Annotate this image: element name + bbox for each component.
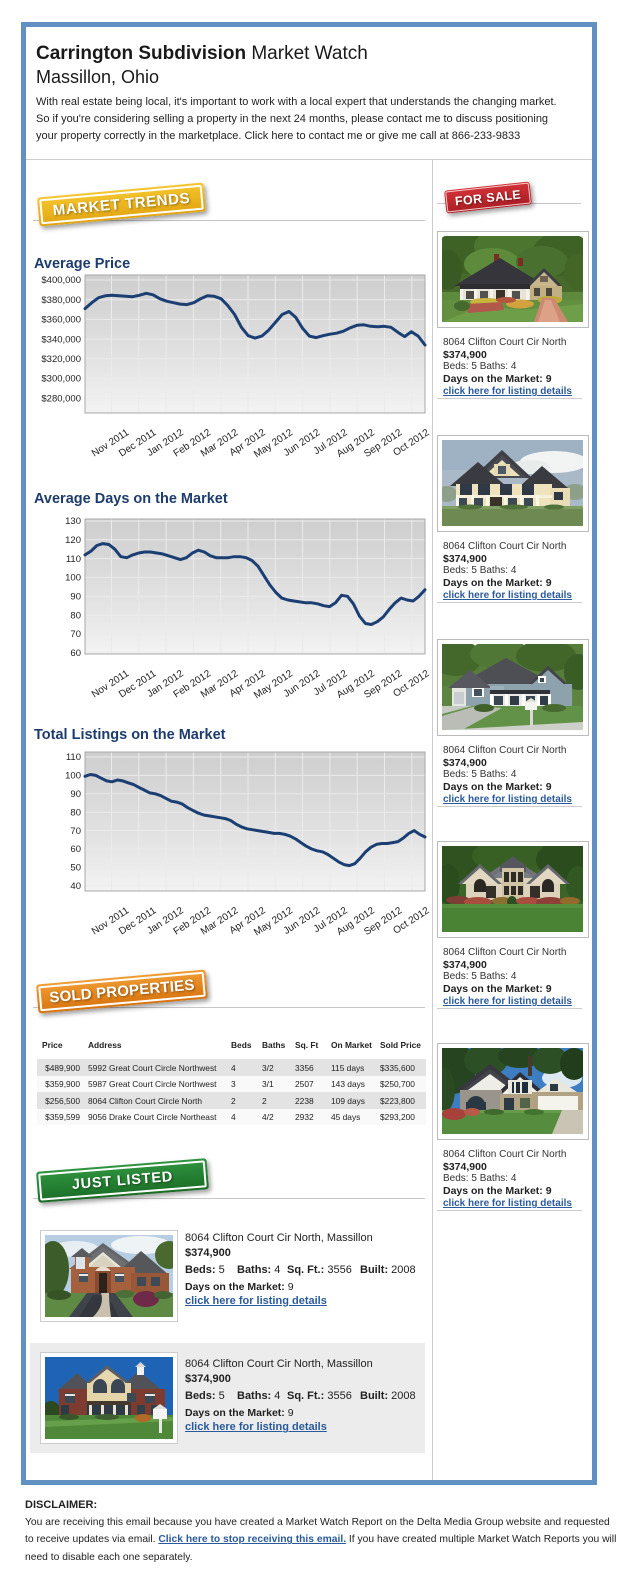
svg-text:60: 60 xyxy=(70,648,81,659)
svg-text:40: 40 xyxy=(70,881,81,892)
svg-text:110: 110 xyxy=(66,554,81,565)
svg-text:100: 100 xyxy=(65,771,81,782)
svg-text:$320,000: $320,000 xyxy=(41,354,81,365)
svg-text:70: 70 xyxy=(70,629,81,640)
svg-text:$340,000: $340,000 xyxy=(41,334,81,345)
svg-text:80: 80 xyxy=(70,610,81,621)
svg-text:60: 60 xyxy=(70,844,81,855)
svg-text:90: 90 xyxy=(70,592,81,603)
svg-text:$380,000: $380,000 xyxy=(41,295,81,306)
svg-text:80: 80 xyxy=(70,807,81,818)
svg-text:$360,000: $360,000 xyxy=(41,315,81,326)
svg-text:110: 110 xyxy=(66,752,81,763)
svg-text:70: 70 xyxy=(70,826,81,837)
svg-text:$280,000: $280,000 xyxy=(41,393,81,404)
svg-text:$300,000: $300,000 xyxy=(41,374,81,385)
svg-text:50: 50 xyxy=(70,863,81,874)
svg-text:90: 90 xyxy=(70,789,81,800)
svg-text:130: 130 xyxy=(65,517,81,527)
svg-text:$400,000: $400,000 xyxy=(41,275,81,286)
svg-text:100: 100 xyxy=(65,573,81,584)
svg-text:120: 120 xyxy=(65,535,81,546)
